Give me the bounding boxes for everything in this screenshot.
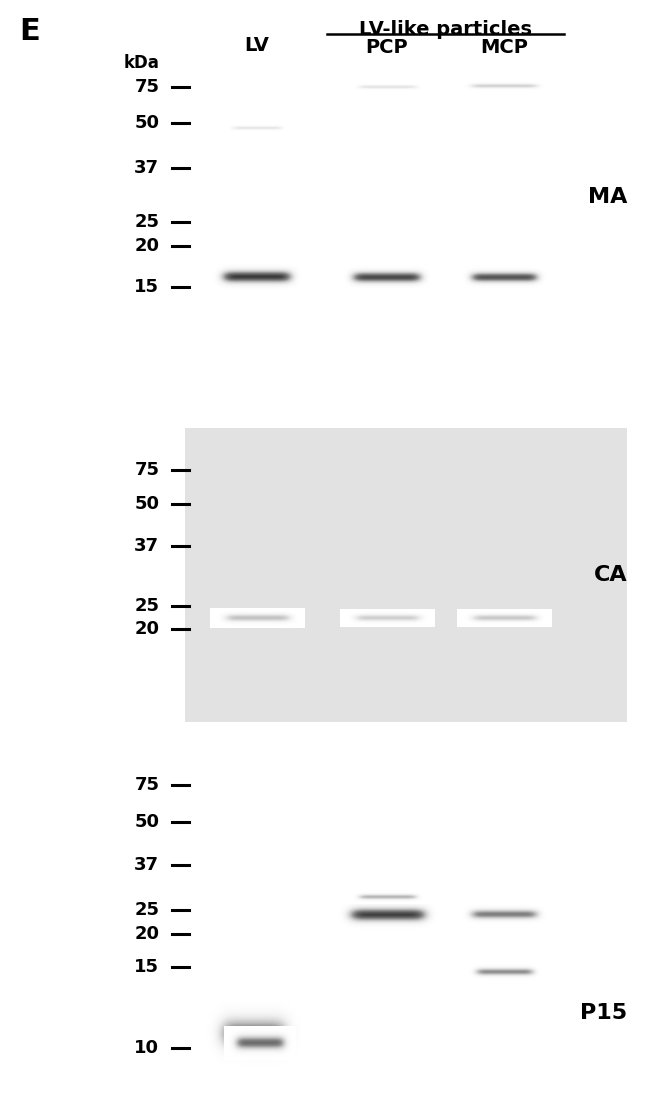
Text: 20: 20 xyxy=(135,237,159,254)
Text: LV: LV xyxy=(244,36,269,54)
Text: CA: CA xyxy=(593,564,627,585)
Text: kDa: kDa xyxy=(124,53,159,72)
Text: 20: 20 xyxy=(135,620,159,638)
Text: 25: 25 xyxy=(135,213,159,231)
Text: MA: MA xyxy=(588,187,627,207)
Text: 37: 37 xyxy=(135,159,159,177)
Text: 50: 50 xyxy=(135,496,159,513)
Text: 37: 37 xyxy=(135,538,159,556)
Text: 25: 25 xyxy=(135,901,159,920)
Text: E: E xyxy=(20,17,40,46)
Text: 10: 10 xyxy=(135,1039,159,1058)
Text: 15: 15 xyxy=(135,279,159,297)
Text: 50: 50 xyxy=(135,114,159,132)
Text: 75: 75 xyxy=(135,78,159,96)
Text: P15: P15 xyxy=(580,1003,627,1023)
Text: PCP: PCP xyxy=(365,38,408,57)
FancyBboxPatch shape xyxy=(185,428,627,722)
Text: 50: 50 xyxy=(135,813,159,831)
Text: 25: 25 xyxy=(135,597,159,614)
Text: 75: 75 xyxy=(135,461,159,480)
Text: 15: 15 xyxy=(135,959,159,977)
Text: LV-like particles: LV-like particles xyxy=(359,20,532,39)
Text: MCP: MCP xyxy=(480,38,528,57)
Text: 20: 20 xyxy=(135,924,159,943)
Text: 75: 75 xyxy=(135,777,159,794)
Text: 37: 37 xyxy=(135,857,159,874)
